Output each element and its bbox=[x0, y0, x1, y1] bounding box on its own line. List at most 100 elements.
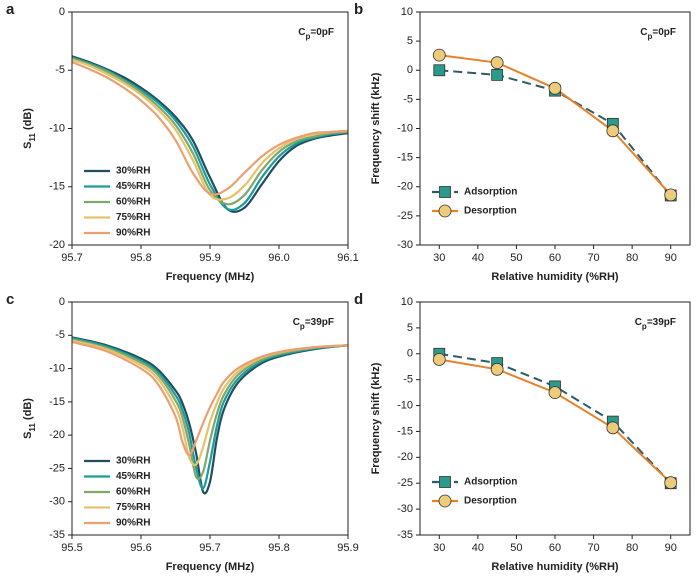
y-tick-label: -20 bbox=[49, 429, 65, 441]
x-tick-label: 50 bbox=[510, 252, 522, 264]
y-tick-label: 0 bbox=[407, 348, 413, 360]
y-tick-label: -20 bbox=[49, 239, 65, 251]
annotation: Cp=39pF bbox=[635, 317, 676, 331]
x-tick-label: 60 bbox=[549, 252, 561, 264]
y-axis-label: S11 (dB) bbox=[22, 108, 37, 149]
y-axis-label-main: S bbox=[22, 142, 34, 149]
legend-marker bbox=[439, 476, 451, 488]
series-line bbox=[71, 61, 349, 196]
y-axis-label-main: S bbox=[22, 432, 34, 439]
y-axis-label-rest: (dB) bbox=[22, 398, 34, 423]
legend-marker bbox=[439, 186, 451, 198]
series-line bbox=[71, 336, 349, 495]
x-tick-label: 95.7 bbox=[199, 542, 220, 554]
y-tick-label: -15 bbox=[49, 396, 65, 408]
y-tick-label: -30 bbox=[397, 239, 413, 251]
y-tick-label: -25 bbox=[397, 477, 413, 489]
legend-label: 90%RH bbox=[116, 518, 150, 529]
annotation: Cp=0pF bbox=[298, 27, 334, 41]
marker bbox=[432, 48, 446, 62]
marker bbox=[664, 476, 678, 490]
x-axis-label: Relative humidity (%RH) bbox=[491, 561, 618, 573]
y-tick-label: -10 bbox=[397, 122, 413, 134]
y-tick-label: 0 bbox=[59, 6, 65, 18]
annotation-rest: =0pF bbox=[652, 27, 676, 38]
y-tick-label: -15 bbox=[397, 425, 413, 437]
series-line bbox=[71, 338, 349, 481]
x-tick-label: 95.6 bbox=[130, 542, 151, 554]
x-tick-label: 90 bbox=[665, 542, 677, 554]
legend-label: 90%RH bbox=[116, 228, 150, 239]
x-tick-label: 95.7 bbox=[61, 252, 82, 264]
x-tick-label: 96.0 bbox=[268, 252, 289, 264]
y-tick-label: -35 bbox=[49, 529, 65, 541]
annotation-rest: =39pF bbox=[647, 317, 676, 328]
annotation-main: C bbox=[298, 27, 305, 38]
plot-frame bbox=[71, 11, 349, 246]
y-axis-label-sub: 11 bbox=[28, 133, 37, 142]
y-tick-label: -15 bbox=[397, 152, 413, 164]
marker bbox=[490, 56, 504, 70]
x-tick-label: 80 bbox=[626, 252, 638, 264]
y-tick-label: 5 bbox=[407, 322, 413, 334]
series-line bbox=[439, 352, 672, 484]
annotation-main: C bbox=[293, 317, 300, 328]
y-tick-label: -5 bbox=[55, 64, 65, 76]
y-tick-label: -5 bbox=[403, 93, 413, 105]
marker bbox=[664, 188, 678, 202]
x-tick-label: 70 bbox=[587, 542, 599, 554]
annotation-main: C bbox=[635, 317, 642, 328]
marker bbox=[606, 421, 620, 435]
y-tick-label: -5 bbox=[403, 374, 413, 386]
legend-label: 30%RH bbox=[116, 166, 150, 177]
y-axis-label: S11 (dB) bbox=[22, 398, 37, 439]
y-tick-label: 10 bbox=[401, 6, 413, 18]
y-tick-label: -10 bbox=[49, 362, 65, 374]
marker bbox=[433, 64, 446, 77]
x-axis-label: Frequency (MHz) bbox=[166, 271, 255, 283]
series-line bbox=[71, 339, 349, 467]
x-tick-label: 60 bbox=[549, 542, 561, 554]
y-tick-label: -25 bbox=[49, 462, 65, 474]
y-tick-label: 10 bbox=[401, 296, 413, 308]
legend-marker bbox=[438, 494, 452, 508]
annotation-main: C bbox=[640, 27, 647, 38]
y-tick-label: 0 bbox=[407, 64, 413, 76]
legend-marker bbox=[438, 204, 452, 218]
plot-frame bbox=[419, 301, 691, 536]
annotation: Cp=0pF bbox=[640, 27, 676, 41]
x-axis-label: Relative humidity (%RH) bbox=[491, 271, 618, 283]
y-tick-label: -20 bbox=[397, 451, 413, 463]
legend-label: Adsorption bbox=[464, 477, 517, 488]
y-tick-label: 0 bbox=[59, 296, 65, 308]
panel-label: b bbox=[354, 1, 363, 18]
x-axis-label: Frequency (MHz) bbox=[166, 561, 255, 573]
legend-label: 45%RH bbox=[116, 471, 150, 482]
x-tick-label: 40 bbox=[472, 542, 484, 554]
marker bbox=[490, 362, 504, 376]
x-tick-label: 70 bbox=[587, 252, 599, 264]
series-line bbox=[71, 57, 349, 206]
panel-label: a bbox=[6, 1, 15, 18]
plot-frame bbox=[419, 11, 691, 246]
annotation-sub: p bbox=[300, 322, 305, 331]
y-tick-label: -30 bbox=[397, 503, 413, 515]
y-axis-label: Frequency shift (kHz) bbox=[370, 362, 382, 474]
annotation: Cp=39pF bbox=[293, 317, 334, 331]
annotation-rest: =0pF bbox=[310, 27, 334, 38]
legend-label: Adsorption bbox=[464, 187, 517, 198]
marker bbox=[606, 124, 620, 138]
legend-label: 60%RH bbox=[116, 487, 150, 498]
y-tick-label: 5 bbox=[407, 35, 413, 47]
series-line bbox=[439, 358, 672, 484]
x-tick-label: 96.1 bbox=[337, 252, 358, 264]
y-tick-label: -30 bbox=[49, 496, 65, 508]
y-tick-label: -25 bbox=[397, 210, 413, 222]
y-tick-label: -35 bbox=[397, 529, 413, 541]
marker bbox=[548, 81, 562, 95]
annotation-sub: p bbox=[305, 32, 310, 41]
panel-label: c bbox=[6, 291, 14, 308]
series-line bbox=[71, 336, 349, 490]
x-tick-label: 90 bbox=[665, 252, 677, 264]
